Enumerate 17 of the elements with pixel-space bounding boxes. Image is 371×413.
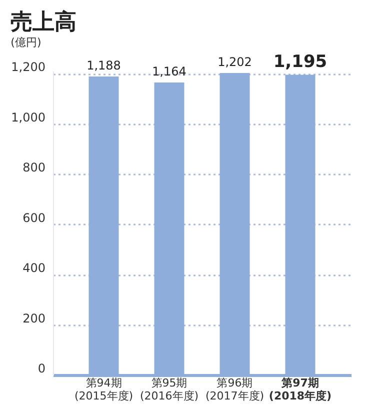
y-tick-label: 600 [22,210,46,225]
data-label: 1,195 [273,52,328,72]
x-tick-label: 第95期 (2016年度) [140,376,199,402]
x-tick-label: 第96期 (2017年度) [205,376,264,402]
x-tick-label: 第97期 (2018年度) [268,376,332,402]
data-label: 1,164 [152,64,186,79]
data-label: 1,188 [86,58,121,73]
y-tick-label: 800 [22,160,46,175]
x-tick-label: 第94期 (2015年度) [74,376,134,402]
data-label: 1,202 [218,55,252,70]
chart-title: 売上高 [10,8,77,35]
y-tick-label: 1,000 [11,110,46,124]
y-tick-label: 1,200 [11,60,46,74]
chart-subtitle: (億円) [10,36,42,49]
y-tick-label: 0 [38,362,46,376]
y-tick-label: 200 [22,311,46,326]
y-tick-label: 400 [22,261,46,276]
